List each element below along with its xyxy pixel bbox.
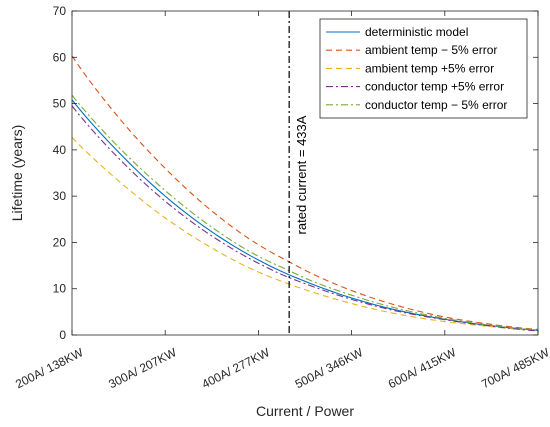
legend-box <box>319 18 528 119</box>
legend-label-2: ambient temp − 5% error <box>365 43 497 57</box>
series-line-3 <box>71 136 539 332</box>
axes-border <box>71 10 539 336</box>
legend: deterministic model ambient temp − 5% err… <box>319 18 528 119</box>
y-tick-label: 20 <box>53 235 67 249</box>
y-tick-label: 70 <box>53 4 67 18</box>
series-layer <box>71 55 539 332</box>
legend-label-1: deterministic model <box>365 25 468 39</box>
y-tick-label: 60 <box>53 50 67 64</box>
rated-current-layer: rated current = 433A <box>288 11 309 335</box>
y-tick-label: 30 <box>53 189 67 203</box>
series-line-5 <box>71 94 539 331</box>
series-line-4 <box>71 105 539 332</box>
legend-label-5: conductor temp − 5% error <box>365 98 507 112</box>
x-axis-title: Current / Power <box>256 403 354 419</box>
legend-label-3: ambient temp +5% error <box>365 61 494 75</box>
legend-label-4: conductor temp +5% error <box>365 80 504 94</box>
axes-frame <box>71 10 539 336</box>
y-tick-label: 10 <box>53 282 67 296</box>
y-axis: 0 10 20 30 40 50 60 70 <box>53 4 538 342</box>
rated-current-label: rated current = 433A <box>294 115 309 234</box>
y-tick-label: 50 <box>53 97 67 111</box>
series-line-2 <box>71 55 539 330</box>
y-axis-title: Lifetime (years) <box>9 125 25 221</box>
y-tick-label: 40 <box>53 143 67 157</box>
y-tick-label: 0 <box>59 328 66 342</box>
